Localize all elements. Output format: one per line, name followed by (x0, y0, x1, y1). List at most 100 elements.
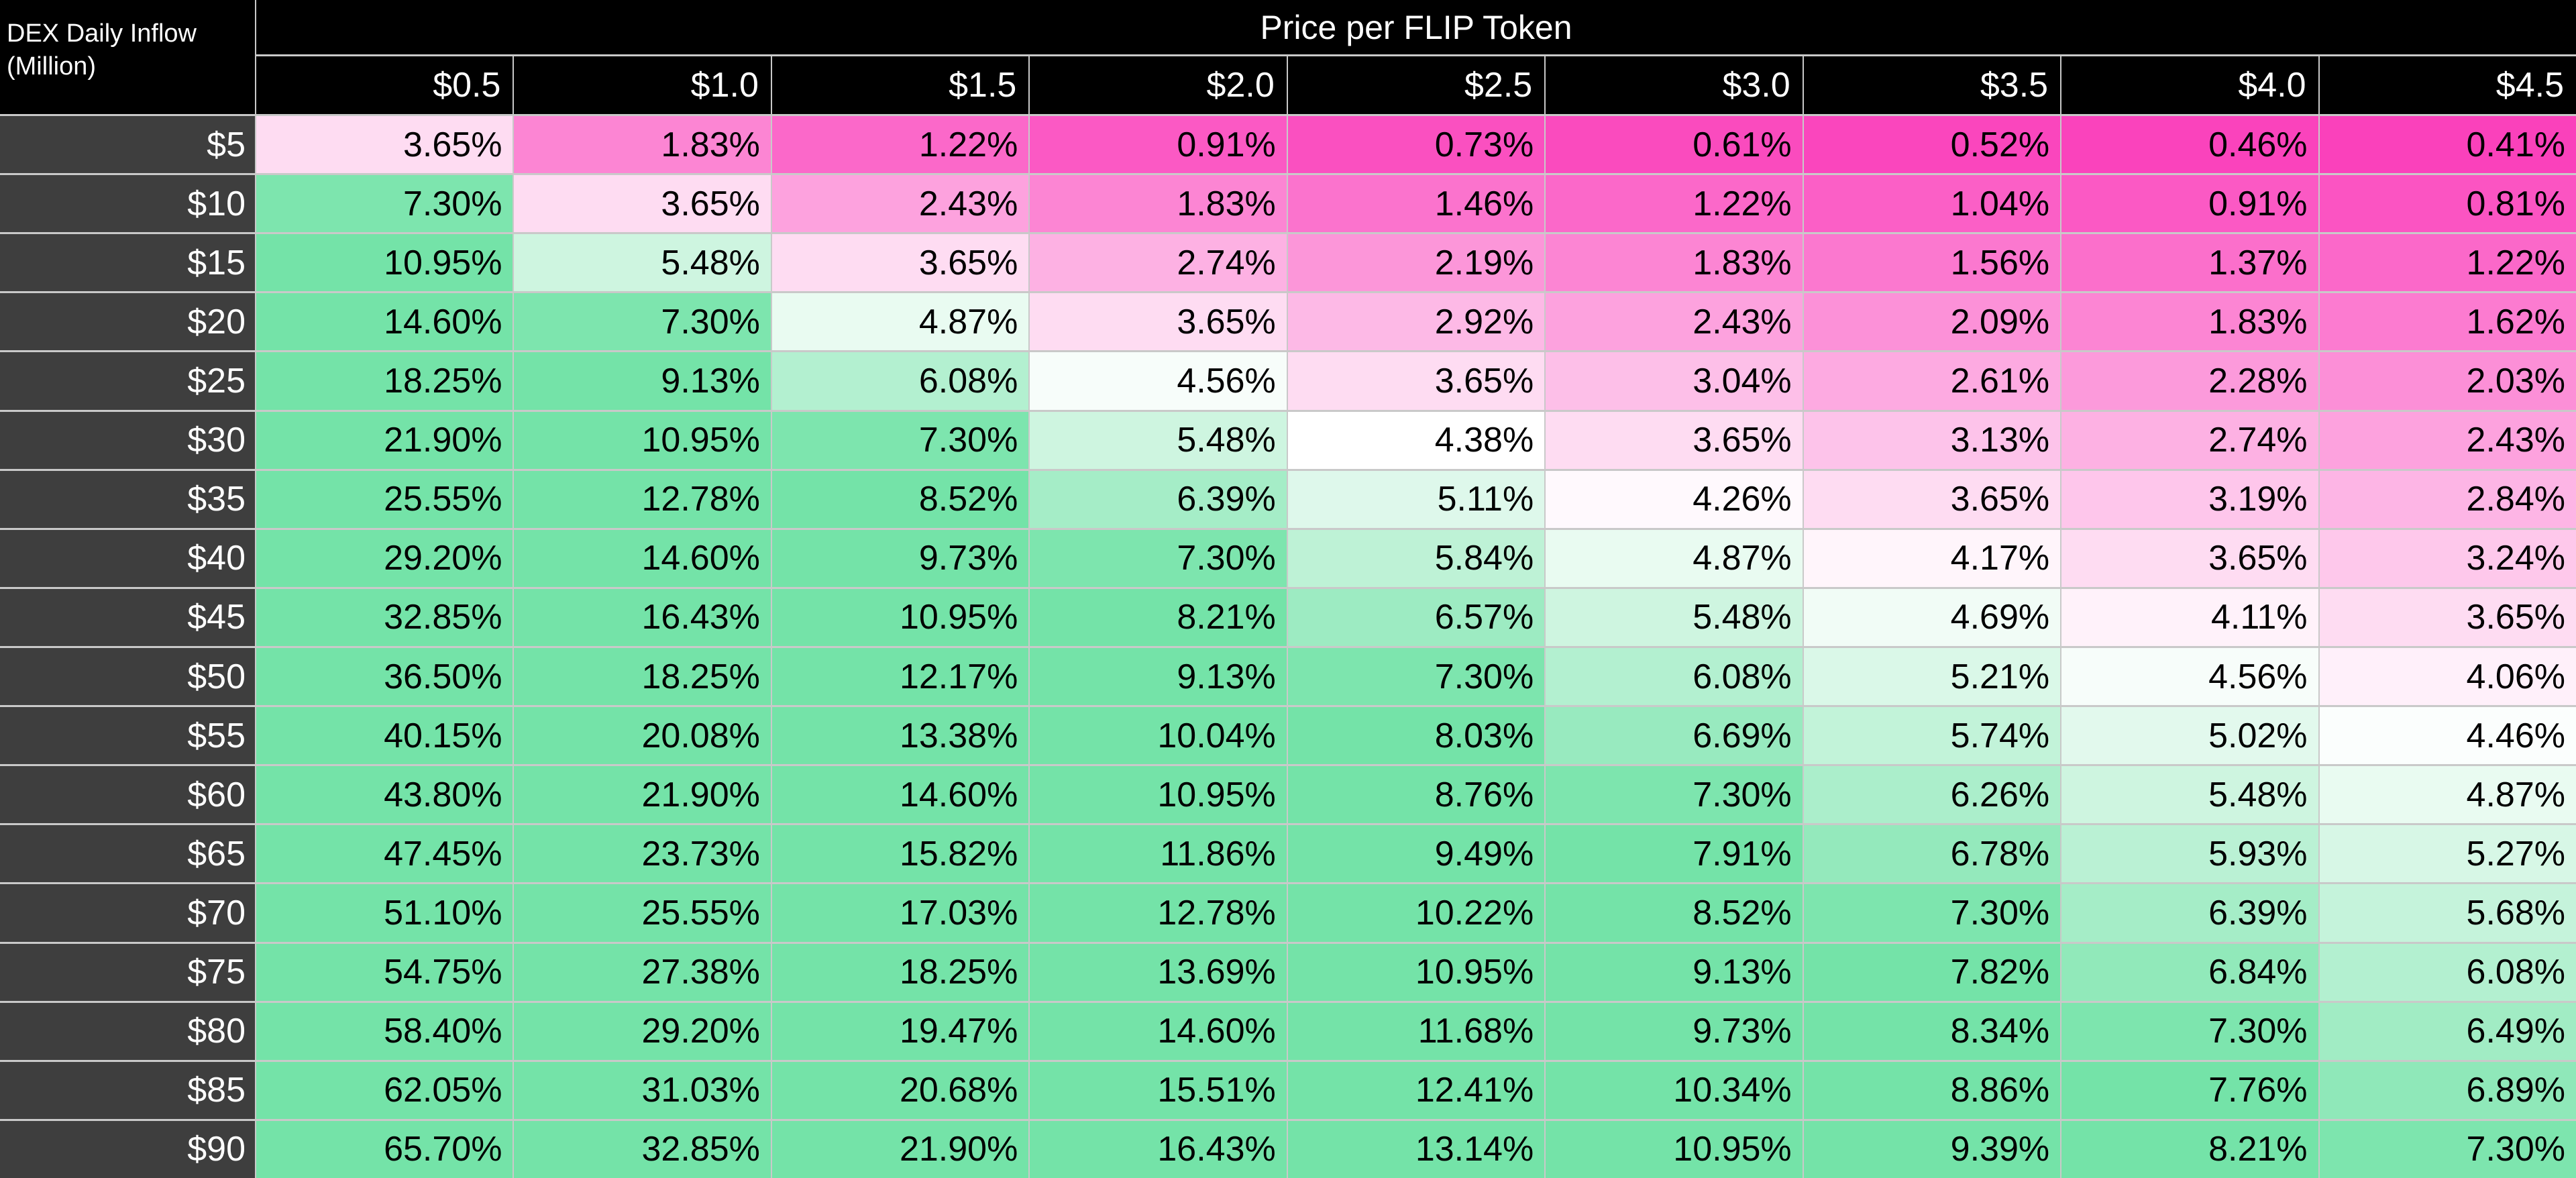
apy-cell[interactable]: 47.45% (256, 825, 513, 883)
inflow-row-header[interactable]: $10 (0, 175, 255, 233)
apy-cell[interactable]: 3.65% (1030, 293, 1287, 351)
apy-cell[interactable]: 4.87% (771, 293, 1029, 351)
apy-cell[interactable]: 7.30% (2319, 1120, 2576, 1178)
apy-cell[interactable]: 43.80% (256, 766, 513, 824)
apy-cell[interactable]: 11.68% (1287, 1002, 1545, 1060)
apy-cell[interactable]: 4.87% (2319, 766, 2576, 824)
apy-cell[interactable]: 2.43% (2319, 411, 2576, 469)
apy-cell[interactable]: 12.41% (1287, 1061, 1545, 1119)
apy-cell[interactable]: 3.65% (771, 234, 1029, 292)
apy-cell[interactable]: 1.56% (1803, 234, 2061, 292)
apy-cell[interactable]: 0.52% (1803, 116, 2061, 174)
apy-cell[interactable]: 8.52% (1546, 884, 1803, 942)
apy-cell[interactable]: 6.39% (2061, 884, 2318, 942)
apy-cell[interactable]: 8.34% (1803, 1002, 2061, 1060)
apy-cell[interactable]: 1.22% (2319, 234, 2576, 292)
apy-cell[interactable]: 9.73% (1546, 1002, 1803, 1060)
price-column-header[interactable]: $4.5 (2319, 56, 2576, 114)
apy-cell[interactable]: 5.27% (2319, 825, 2576, 883)
apy-cell[interactable]: 3.65% (1803, 470, 2061, 528)
apy-cell[interactable]: 8.03% (1287, 707, 1545, 765)
apy-cell[interactable]: 15.51% (1030, 1061, 1287, 1119)
apy-cell[interactable]: 21.90% (514, 766, 771, 824)
apy-cell[interactable]: 8.76% (1287, 766, 1545, 824)
apy-cell[interactable]: 10.95% (256, 234, 513, 292)
inflow-row-header[interactable]: $30 (0, 411, 255, 469)
corner-header-cell[interactable]: DEX Daily Inflow (Million) (0, 0, 255, 114)
apy-cell[interactable]: 6.57% (1287, 588, 1545, 646)
apy-cell[interactable]: 5.68% (2319, 884, 2576, 942)
apy-cell[interactable]: 12.78% (514, 470, 771, 528)
inflow-row-header[interactable]: $65 (0, 825, 255, 883)
apy-cell[interactable]: 20.08% (514, 707, 771, 765)
apy-cell[interactable]: 10.95% (1287, 943, 1545, 1001)
apy-cell[interactable]: 4.56% (1030, 352, 1287, 410)
apy-cell[interactable]: 2.74% (2061, 411, 2318, 469)
apy-cell[interactable]: 51.10% (256, 884, 513, 942)
apy-cell[interactable]: 10.04% (1030, 707, 1287, 765)
apy-cell[interactable]: 1.83% (514, 116, 771, 174)
apy-cell[interactable]: 2.43% (1546, 293, 1803, 351)
apy-cell[interactable]: 36.50% (256, 648, 513, 706)
apy-cell[interactable]: 21.90% (256, 411, 513, 469)
apy-cell[interactable]: 58.40% (256, 1002, 513, 1060)
apy-cell[interactable]: 15.82% (771, 825, 1029, 883)
apy-cell[interactable]: 9.13% (514, 352, 771, 410)
apy-cell[interactable]: 1.04% (1803, 175, 2061, 233)
apy-cell[interactable]: 1.62% (2319, 293, 2576, 351)
apy-cell[interactable]: 2.61% (1803, 352, 2061, 410)
apy-cell[interactable]: 14.60% (514, 529, 771, 587)
apy-cell[interactable]: 21.90% (771, 1120, 1029, 1178)
apy-cell[interactable]: 3.65% (1287, 352, 1545, 410)
apy-cell[interactable]: 10.95% (514, 411, 771, 469)
apy-cell[interactable]: 5.48% (2061, 766, 2318, 824)
inflow-row-header[interactable]: $75 (0, 943, 255, 1001)
apy-cell[interactable]: 27.38% (514, 943, 771, 1001)
apy-cell[interactable]: 3.65% (256, 116, 513, 174)
apy-cell[interactable]: 10.95% (1030, 766, 1287, 824)
apy-cell[interactable]: 4.38% (1287, 411, 1545, 469)
inflow-row-header[interactable]: $85 (0, 1061, 255, 1119)
apy-cell[interactable]: 5.74% (1803, 707, 2061, 765)
apy-cell[interactable]: 0.81% (2319, 175, 2576, 233)
apy-cell[interactable]: 3.65% (514, 175, 771, 233)
apy-cell[interactable]: 6.49% (2319, 1002, 2576, 1060)
apy-cell[interactable]: 2.92% (1287, 293, 1545, 351)
apy-cell[interactable]: 2.84% (2319, 470, 2576, 528)
apy-cell[interactable]: 13.14% (1287, 1120, 1545, 1178)
apy-cell[interactable]: 9.39% (1803, 1120, 2061, 1178)
apy-cell[interactable]: 13.69% (1030, 943, 1287, 1001)
apy-cell[interactable]: 23.73% (514, 825, 771, 883)
apy-cell[interactable]: 4.46% (2319, 707, 2576, 765)
apy-cell[interactable]: 2.19% (1287, 234, 1545, 292)
apy-cell[interactable]: 7.30% (256, 175, 513, 233)
price-column-header[interactable]: $3.5 (1803, 56, 2061, 114)
apy-cell[interactable]: 10.95% (771, 588, 1029, 646)
apy-cell[interactable]: 3.24% (2319, 529, 2576, 587)
apy-cell[interactable]: 7.30% (771, 411, 1029, 469)
apy-cell[interactable]: 2.43% (771, 175, 1029, 233)
apy-cell[interactable]: 7.30% (1030, 529, 1287, 587)
apy-cell[interactable]: 2.28% (2061, 352, 2318, 410)
inflow-row-header[interactable]: $90 (0, 1120, 255, 1178)
apy-cell[interactable]: 3.65% (1546, 411, 1803, 469)
apy-cell[interactable]: 18.25% (256, 352, 513, 410)
apy-cell[interactable]: 29.20% (256, 529, 513, 587)
apy-cell[interactable]: 25.55% (256, 470, 513, 528)
apy-cell[interactable]: 1.83% (2061, 293, 2318, 351)
apy-cell[interactable]: 10.95% (1546, 1120, 1803, 1178)
apy-cell[interactable]: 65.70% (256, 1120, 513, 1178)
apy-cell[interactable]: 7.30% (1287, 648, 1545, 706)
apy-cell[interactable]: 0.91% (1030, 116, 1287, 174)
apy-cell[interactable]: 6.78% (1803, 825, 2061, 883)
apy-cell[interactable]: 2.09% (1803, 293, 2061, 351)
apy-cell[interactable]: 20.68% (771, 1061, 1029, 1119)
apy-cell[interactable]: 1.83% (1546, 234, 1803, 292)
apy-cell[interactable]: 54.75% (256, 943, 513, 1001)
apy-cell[interactable]: 5.48% (1546, 588, 1803, 646)
apy-cell[interactable]: 6.26% (1803, 766, 2061, 824)
inflow-row-header[interactable]: $15 (0, 234, 255, 292)
inflow-row-header[interactable]: $20 (0, 293, 255, 351)
price-column-header[interactable]: $2.0 (1030, 56, 1287, 114)
inflow-row-header[interactable]: $50 (0, 648, 255, 706)
